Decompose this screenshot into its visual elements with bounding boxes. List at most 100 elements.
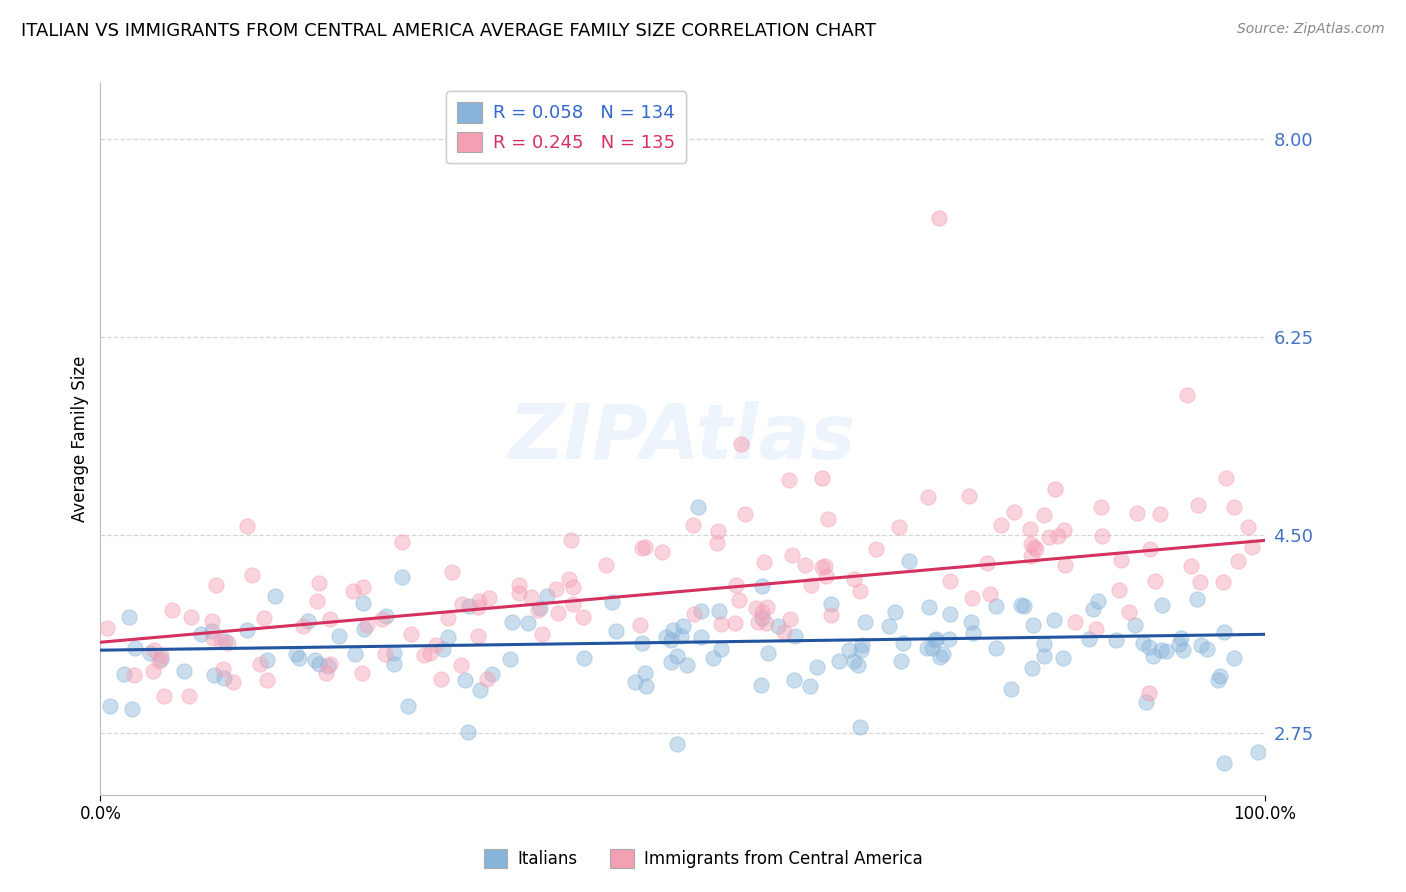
Point — [202, 668, 225, 682]
Point — [547, 606, 569, 620]
Point — [751, 579, 773, 593]
Point — [96, 621, 118, 635]
Point — [957, 489, 980, 503]
Point — [149, 648, 172, 662]
Point — [1149, 507, 1171, 521]
Point — [1108, 583, 1130, 598]
Point — [562, 580, 585, 594]
Point — [630, 541, 652, 556]
Point — [1042, 613, 1064, 627]
Point — [1033, 649, 1056, 664]
Point — [436, 611, 458, 625]
Point — [810, 559, 832, 574]
Point — [1125, 506, 1147, 520]
Point — [162, 602, 184, 616]
Point — [318, 658, 340, 673]
Point — [236, 519, 259, 533]
Point — [450, 598, 472, 612]
Point — [1090, 500, 1112, 514]
Point — [527, 603, 550, 617]
Point — [1137, 640, 1160, 654]
Point — [344, 647, 367, 661]
Point — [1038, 530, 1060, 544]
Point — [256, 653, 278, 667]
Point — [1191, 638, 1213, 652]
Point — [201, 615, 224, 629]
Point — [853, 615, 876, 630]
Point — [1021, 618, 1043, 632]
Point — [780, 548, 803, 562]
Point — [747, 615, 769, 629]
Point — [1085, 622, 1108, 636]
Point — [214, 671, 236, 685]
Point — [915, 641, 938, 656]
Point — [772, 625, 794, 640]
Point — [1142, 649, 1164, 664]
Point — [217, 636, 239, 650]
Point — [236, 623, 259, 637]
Point — [844, 654, 866, 668]
Point — [709, 604, 731, 618]
Point — [1215, 471, 1237, 485]
Point — [1240, 540, 1263, 554]
Point — [595, 558, 617, 572]
Point — [1135, 695, 1157, 709]
Point — [1024, 540, 1046, 554]
Point — [437, 630, 460, 644]
Point — [342, 584, 364, 599]
Point — [1021, 549, 1043, 563]
Point — [307, 594, 329, 608]
Point — [1063, 615, 1085, 630]
Point — [891, 635, 914, 649]
Point — [1052, 650, 1074, 665]
Point — [690, 604, 713, 618]
Point — [1237, 520, 1260, 534]
Point — [682, 517, 704, 532]
Point — [749, 677, 772, 691]
Point — [1002, 505, 1025, 519]
Point — [382, 646, 405, 660]
Point — [939, 574, 962, 588]
Point — [501, 615, 523, 629]
Point — [499, 651, 522, 665]
Point — [356, 618, 378, 632]
Point — [849, 720, 872, 734]
Point — [1168, 637, 1191, 651]
Point — [1018, 522, 1040, 536]
Point — [1045, 483, 1067, 497]
Point — [1010, 598, 1032, 612]
Point — [1032, 508, 1054, 522]
Point — [751, 606, 773, 620]
Point — [353, 622, 375, 636]
Point — [214, 633, 236, 648]
Point — [149, 652, 172, 666]
Point — [783, 629, 806, 643]
Point — [481, 667, 503, 681]
Text: ZIPAtlas: ZIPAtlas — [509, 401, 856, 475]
Point — [817, 511, 839, 525]
Point — [1170, 632, 1192, 646]
Point — [828, 654, 851, 668]
Point — [558, 573, 581, 587]
Point — [468, 682, 491, 697]
Point — [391, 535, 413, 549]
Point — [240, 567, 263, 582]
Point — [1154, 644, 1177, 658]
Point — [1021, 661, 1043, 675]
Point — [308, 657, 330, 672]
Point — [205, 578, 228, 592]
Point — [1087, 594, 1109, 608]
Point — [121, 702, 143, 716]
Point — [688, 500, 710, 515]
Point — [508, 586, 530, 600]
Point — [1171, 643, 1194, 657]
Point — [865, 542, 887, 557]
Point — [1209, 669, 1232, 683]
Point — [284, 647, 307, 661]
Point — [1032, 637, 1054, 651]
Point — [1195, 642, 1218, 657]
Point — [778, 473, 800, 487]
Legend: R = 0.058   N = 134, R = 0.245   N = 135: R = 0.058 N = 134, R = 0.245 N = 135 — [446, 91, 686, 163]
Point — [898, 553, 921, 567]
Point — [1000, 681, 1022, 696]
